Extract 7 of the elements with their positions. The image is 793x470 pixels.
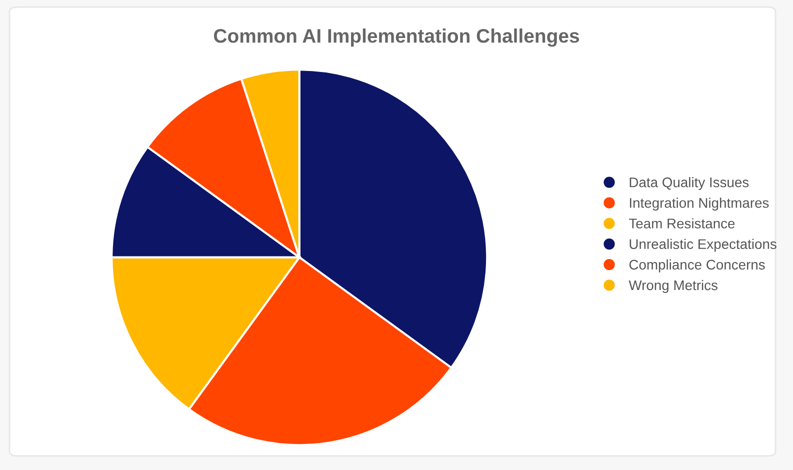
legend-label: Data Quality Issues: [630, 177, 749, 190]
legend-label: Unrealistic Expectations: [630, 238, 776, 252]
chart-title: Common AI Implementation Challenges: [214, 28, 580, 47]
legend-label: Wrong Metrics: [628, 280, 718, 293]
legend-label: Team Resistance: [629, 218, 735, 228]
legend-label: Integration Nightmares: [630, 198, 769, 211]
legend-label: Compliance Concerns: [629, 259, 765, 272]
